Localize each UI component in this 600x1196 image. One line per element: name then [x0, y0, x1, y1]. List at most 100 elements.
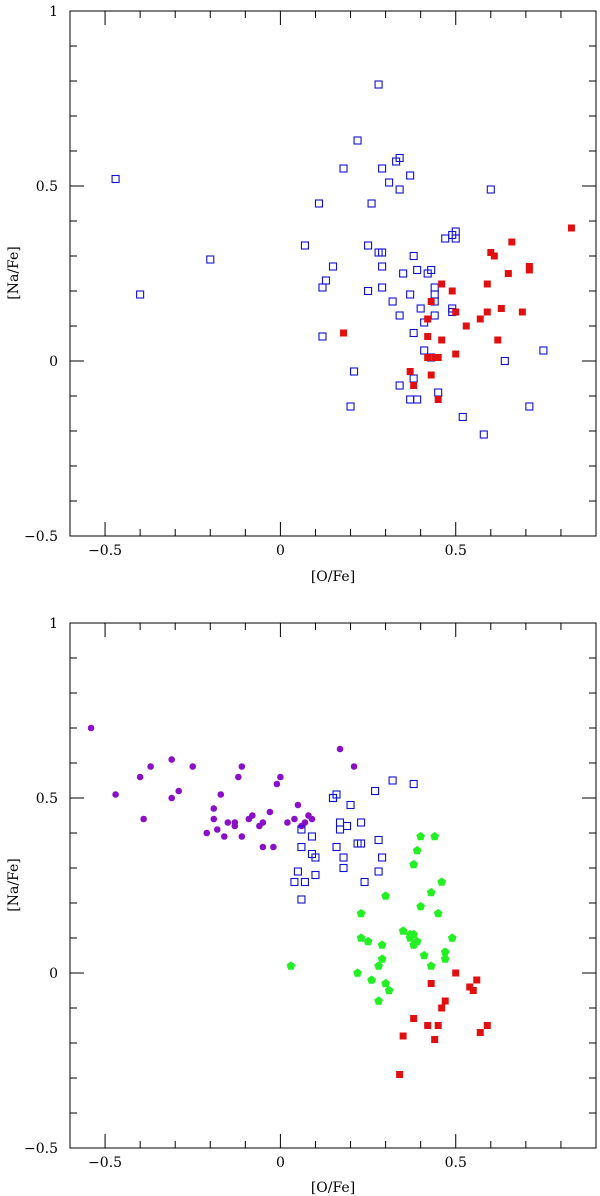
bottom-y-tick-label: 1	[49, 616, 58, 632]
open-square-point	[318, 332, 327, 341]
filled-square-point	[431, 1036, 439, 1043]
filled-circle-point	[210, 805, 218, 812]
top-x-tick-label: 0	[276, 543, 285, 559]
filled-square-point	[518, 308, 526, 316]
filled-pentagon-point	[384, 985, 394, 995]
filled-circle-point	[168, 794, 175, 802]
filled-square-point	[476, 1029, 484, 1036]
open-square-point	[342, 821, 352, 831]
top-y-tick-label: 1	[49, 4, 58, 20]
bottom-plot-frame	[69, 622, 597, 1149]
filled-square-point	[410, 1015, 418, 1022]
filled-circle-point	[308, 815, 316, 823]
open-square-point	[367, 199, 376, 208]
filled-square-point	[424, 354, 432, 361]
filled-square-point	[441, 997, 449, 1005]
filled-circle-point	[266, 808, 274, 816]
open-square-point	[409, 779, 418, 789]
filled-square-point	[431, 354, 439, 361]
filled-circle-point	[301, 819, 309, 826]
bottom-panel: −0.5 0 0.5 −0.5 0 0.5 1 [O/Fe] [Na/Fe]	[6, 616, 597, 1196]
open-square-point	[378, 262, 387, 271]
filled-square-point	[497, 305, 505, 312]
bottom-y-tick-label: 0.5	[36, 791, 58, 807]
open-square-point	[321, 276, 331, 285]
filled-square-point	[452, 350, 460, 358]
bottom-data-points	[87, 724, 491, 1078]
filled-square-point	[452, 308, 460, 316]
open-square-point	[349, 367, 359, 376]
open-square-point	[409, 251, 418, 261]
filled-pentagon-point	[363, 936, 373, 946]
open-square-point	[374, 835, 383, 845]
open-square-point	[360, 877, 369, 887]
open-square-point	[311, 853, 320, 862]
open-square-point	[395, 185, 404, 194]
top-panel: −0.5 0 0.5 −0.5 0 0.5 1 [O/Fe] [Na/Fe]	[6, 4, 597, 585]
filled-pentagon-point	[433, 908, 443, 918]
open-square-point	[378, 164, 387, 173]
filled-square-point	[490, 252, 498, 260]
top-data-points	[111, 80, 575, 439]
filled-square-point	[424, 315, 432, 323]
filled-square-point	[469, 987, 477, 994]
top-y-tick-label: −0.5	[24, 529, 58, 545]
filled-circle-point	[168, 756, 175, 763]
filled-pentagon-point	[356, 908, 366, 918]
open-square-point	[434, 388, 443, 397]
filled-circle-point	[217, 791, 225, 798]
top-y-tick-label: 0	[49, 354, 58, 370]
open-square-point	[409, 328, 418, 338]
filled-circle-point	[238, 763, 246, 770]
top-x-tick-label: 0.5	[445, 543, 467, 559]
filled-square-point	[396, 1071, 404, 1078]
open-square-point	[307, 832, 317, 841]
open-square-point	[378, 248, 387, 257]
filled-pentagon-point	[437, 877, 447, 886]
filled-pentagon-point	[374, 996, 383, 1005]
open-square-point	[409, 374, 418, 383]
open-square-point	[395, 311, 404, 320]
filled-circle-point	[220, 833, 228, 840]
bottom-x-tick-label: 0	[276, 1155, 285, 1171]
open-square-point	[293, 867, 302, 876]
open-square-point	[353, 136, 362, 145]
open-square-point	[206, 255, 215, 264]
filled-circle-point	[294, 801, 302, 809]
filled-circle-point	[189, 763, 197, 770]
open-square-point	[413, 395, 422, 404]
filled-square-point	[438, 1004, 446, 1012]
open-square-point	[441, 234, 450, 243]
filled-square-point	[427, 980, 435, 987]
open-square-point	[339, 863, 348, 873]
bottom-x-tick-labels: −0.5 0 0.5	[88, 1155, 467, 1171]
filled-circle-point	[213, 826, 221, 833]
filled-square-point	[525, 263, 533, 270]
open-square-point	[332, 790, 341, 799]
filled-circle-point	[210, 815, 218, 823]
open-square-point	[388, 776, 397, 785]
open-square-point	[413, 265, 422, 275]
open-square-point	[427, 265, 436, 275]
open-square-point	[339, 853, 348, 862]
filled-square-point	[487, 249, 495, 256]
filled-square-point	[476, 315, 484, 323]
filled-square-point	[410, 382, 418, 389]
filled-circle-point	[203, 829, 211, 837]
open-square-point	[357, 839, 366, 848]
filled-square-point	[427, 371, 435, 379]
open-square-point	[406, 171, 415, 180]
filled-square-point	[452, 969, 460, 977]
filled-pentagon-point	[377, 954, 387, 963]
filled-circle-point	[112, 791, 119, 798]
top-x-axis-title: [O/Fe]	[311, 569, 355, 585]
filled-square-point	[406, 368, 414, 375]
filled-circle-point	[235, 773, 242, 781]
top-plot-frame	[69, 10, 597, 537]
filled-circle-point	[136, 773, 144, 781]
filled-circle-point	[350, 763, 358, 770]
open-square-point	[451, 234, 460, 243]
filled-square-point	[483, 1022, 491, 1029]
filled-circle-point	[277, 773, 284, 781]
open-square-point	[399, 269, 408, 278]
